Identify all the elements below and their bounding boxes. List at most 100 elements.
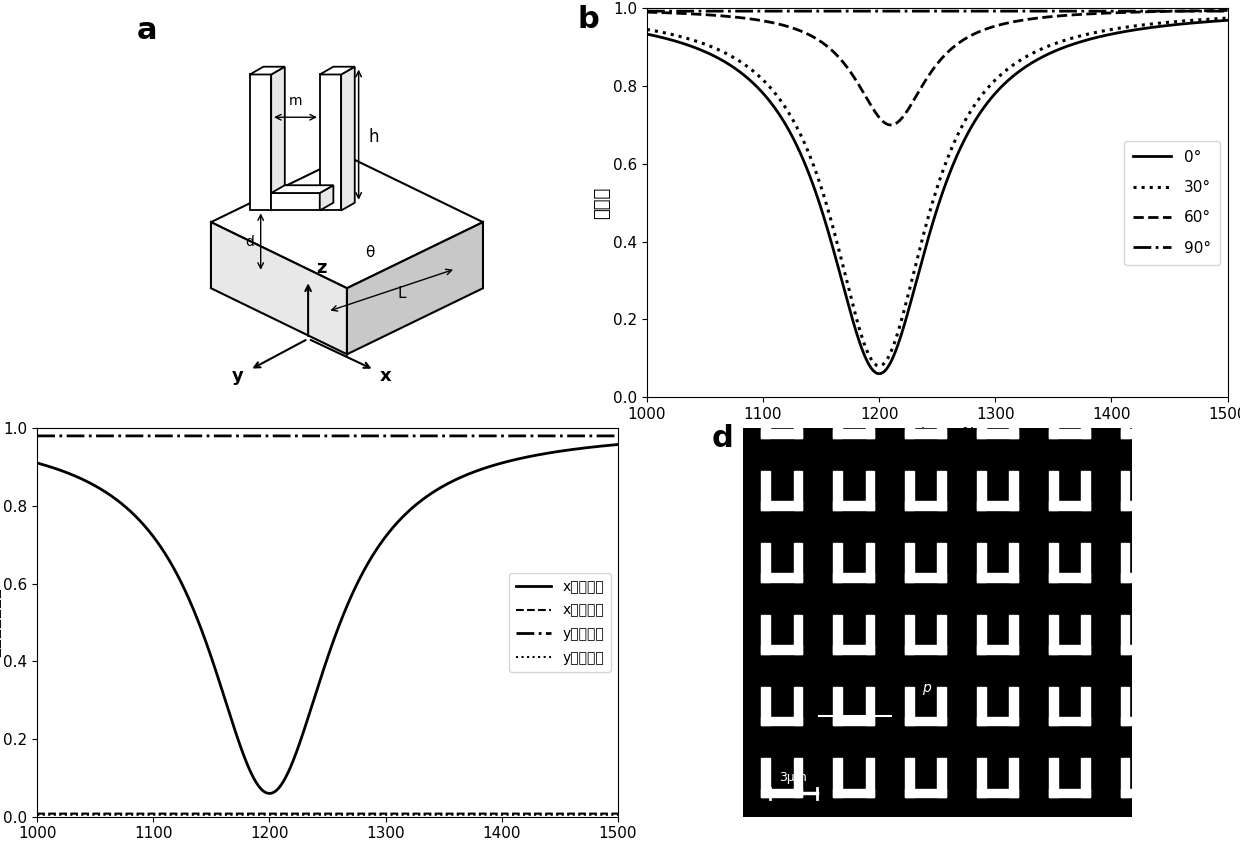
60° xyxy=(1220,5,1235,15)
Bar xyxy=(977,615,986,653)
Y-axis label: 反射率: 反射率 xyxy=(594,187,611,219)
Bar xyxy=(1081,615,1090,653)
Bar xyxy=(833,543,842,582)
y偏振透射 xyxy=(60,810,74,820)
Bar xyxy=(905,543,914,582)
Bar xyxy=(1121,543,1130,582)
x偏振反射 xyxy=(594,441,609,451)
x偏振反射 xyxy=(487,460,502,470)
Bar xyxy=(866,414,874,438)
Bar xyxy=(1081,471,1090,509)
30° xyxy=(872,361,887,371)
Line: 0°: 0° xyxy=(647,20,1228,374)
Bar xyxy=(905,471,914,509)
Bar xyxy=(977,414,986,438)
Line: 30°: 30° xyxy=(647,18,1228,366)
90° xyxy=(1203,6,1218,16)
Bar xyxy=(977,471,986,509)
Bar xyxy=(1121,615,1130,653)
Polygon shape xyxy=(341,67,355,210)
Text: y: y xyxy=(232,367,244,386)
Bar xyxy=(1049,615,1058,653)
Bar xyxy=(1009,543,1018,582)
X-axis label: 波数(cm⁻¹): 波数(cm⁻¹) xyxy=(898,427,977,445)
x偏振反射 xyxy=(610,440,625,450)
Bar xyxy=(1009,414,1018,438)
x偏振反射 xyxy=(312,676,327,686)
Bar xyxy=(977,501,1018,509)
Line: 60°: 60° xyxy=(647,10,1228,125)
Bar xyxy=(1049,789,1090,797)
Bar xyxy=(905,717,946,726)
0° xyxy=(1097,30,1112,40)
90° xyxy=(1203,6,1218,16)
30° xyxy=(670,30,684,40)
Polygon shape xyxy=(272,67,285,210)
Text: m: m xyxy=(289,93,303,108)
60° xyxy=(640,7,655,17)
Bar xyxy=(1121,501,1145,509)
Polygon shape xyxy=(249,74,272,210)
90° xyxy=(921,6,936,16)
Bar xyxy=(1121,471,1130,509)
90° xyxy=(906,6,921,16)
Bar xyxy=(905,645,946,653)
Bar xyxy=(1049,717,1090,726)
60° xyxy=(883,120,898,130)
Bar xyxy=(937,759,946,797)
Polygon shape xyxy=(249,67,285,74)
Bar xyxy=(794,615,802,653)
Polygon shape xyxy=(320,185,334,210)
Bar xyxy=(905,615,914,653)
x偏振透射 xyxy=(312,808,327,818)
Bar xyxy=(866,471,874,509)
Bar xyxy=(1049,759,1058,797)
y偏振透射 xyxy=(487,810,502,820)
x偏振透射 xyxy=(60,808,74,818)
30° xyxy=(640,24,655,35)
Bar xyxy=(761,429,802,438)
Bar xyxy=(977,573,1018,582)
30° xyxy=(906,266,921,276)
Bar xyxy=(833,615,842,653)
Bar xyxy=(905,686,914,726)
y偏振透射 xyxy=(30,810,45,820)
Text: h: h xyxy=(368,128,379,146)
Text: d: d xyxy=(712,424,734,453)
30° xyxy=(1203,14,1218,24)
60° xyxy=(1097,8,1112,19)
Bar xyxy=(905,759,914,797)
Bar xyxy=(905,501,946,509)
Bar xyxy=(833,759,842,797)
Bar xyxy=(1009,686,1018,726)
Bar xyxy=(1121,429,1162,438)
60° xyxy=(923,69,937,79)
Bar xyxy=(761,615,770,653)
Y-axis label: 反射率，透射率: 反射率，透射率 xyxy=(0,588,1,658)
Bar xyxy=(1049,429,1090,438)
Bar xyxy=(1049,543,1058,582)
y偏振透射 xyxy=(296,810,311,820)
Bar xyxy=(833,471,842,509)
y偏振透射 xyxy=(593,810,608,820)
x偏振反射 xyxy=(262,788,277,798)
Polygon shape xyxy=(347,222,484,354)
x偏振反射 xyxy=(594,441,609,451)
0° xyxy=(906,285,921,295)
y偏振透射 xyxy=(594,810,609,820)
x偏振反射 xyxy=(60,467,74,477)
Polygon shape xyxy=(272,193,320,210)
Legend: x偏振反射, x偏振透射, y偏振反射, y偏振透射: x偏振反射, x偏振透射, y偏振反射, y偏振透射 xyxy=(510,573,611,672)
Bar xyxy=(761,645,802,653)
Bar xyxy=(1049,414,1058,438)
Bar xyxy=(794,471,802,509)
Bar xyxy=(1121,414,1130,438)
Bar xyxy=(905,414,914,438)
Bar xyxy=(1049,645,1090,653)
Bar xyxy=(761,471,770,509)
y偏振反射 xyxy=(296,431,311,441)
60° xyxy=(670,8,684,19)
Polygon shape xyxy=(272,185,334,193)
Bar xyxy=(905,573,946,582)
Bar xyxy=(1049,471,1058,509)
